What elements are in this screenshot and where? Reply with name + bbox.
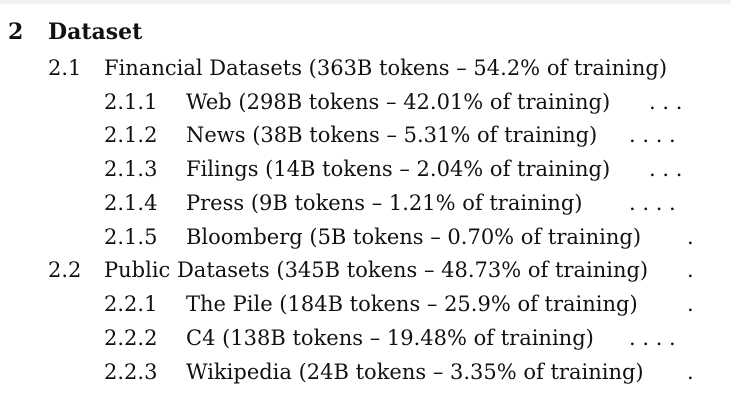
subsection-number: 2.2.1 (104, 292, 158, 316)
toc-entry-2-1-4[interactable]: 2.1.4 Press (9B tokens – 1.21% of traini… (0, 186, 731, 220)
section-number: 2.2 (48, 258, 82, 282)
dot-leader: . . . . (629, 123, 676, 147)
toc-entry-2-2-1[interactable]: 2.2.1 The Pile (184B tokens – 25.9% of t… (0, 287, 731, 321)
dot-leader: . (687, 360, 694, 384)
dot-leader: . (687, 225, 694, 249)
subsection-title: Bloomberg (5B tokens – 0.70% of training… (186, 225, 642, 249)
subsection-number: 2.1.2 (104, 123, 158, 147)
dot-leader: . . . (649, 90, 683, 114)
toc-entry-2-1-3[interactable]: 2.1.3 Filings (14B tokens – 2.04% of tra… (0, 152, 731, 186)
section-number: 2.1 (48, 56, 82, 80)
top-edge-shadow (0, 0, 731, 4)
subsection-number: 2.2.2 (104, 326, 158, 350)
subsection-title: Press (9B tokens – 1.21% of training) (186, 191, 583, 215)
subsection-number: 2.1.3 (104, 157, 158, 181)
toc-entry-2-1-1[interactable]: 2.1.1 Web (298B tokens – 42.01% of train… (0, 85, 731, 119)
toc-entry-2-1-5[interactable]: 2.1.5 Bloomberg (5B tokens – 0.70% of tr… (0, 220, 731, 254)
section-title: Financial Datasets (363B tokens – 54.2% … (104, 56, 668, 80)
subsection-title: The Pile (184B tokens – 25.9% of trainin… (186, 292, 638, 316)
toc-entry-2-1[interactable]: 2.1 Financial Datasets (363B tokens – 54… (0, 51, 731, 85)
chapter-number: 2 (8, 19, 24, 45)
chapter-title: Dataset (48, 19, 143, 45)
dot-leader: . . . (649, 157, 683, 181)
subsection-title: Filings (14B tokens – 2.04% of training) (186, 157, 611, 181)
section-title: Public Datasets (345B tokens – 48.73% of… (104, 258, 649, 282)
subsection-number: 2.2.3 (104, 360, 158, 384)
dot-leader: . (687, 258, 694, 282)
toc-entry-2-2[interactable]: 2.2 Public Datasets (345B tokens – 48.73… (0, 253, 731, 287)
toc-entry-2-2-2[interactable]: 2.2.2 C4 (138B tokens – 19.48% of traini… (0, 321, 731, 355)
subsection-title: C4 (138B tokens – 19.48% of training) (186, 326, 594, 350)
subsection-title: Web (298B tokens – 42.01% of training) (186, 90, 611, 114)
toc-entry-2-2-3[interactable]: 2.2.3 Wikipedia (24B tokens – 3.35% of t… (0, 355, 731, 389)
toc-entry-2-1-2[interactable]: 2.1.2 News (38B tokens – 5.31% of traini… (0, 118, 731, 152)
subsection-number: 2.1.1 (104, 90, 158, 114)
dot-leader: . (687, 292, 694, 316)
toc-chapter-row[interactable]: 2 Dataset (0, 15, 731, 49)
subsection-number: 2.1.5 (104, 225, 158, 249)
subsection-title: Wikipedia (24B tokens – 3.35% of trainin… (186, 360, 644, 384)
subsection-number: 2.1.4 (104, 191, 158, 215)
dot-leader: . . . . (629, 326, 676, 350)
dot-leader: . . . . (629, 191, 676, 215)
subsection-title: News (38B tokens – 5.31% of training) (186, 123, 598, 147)
